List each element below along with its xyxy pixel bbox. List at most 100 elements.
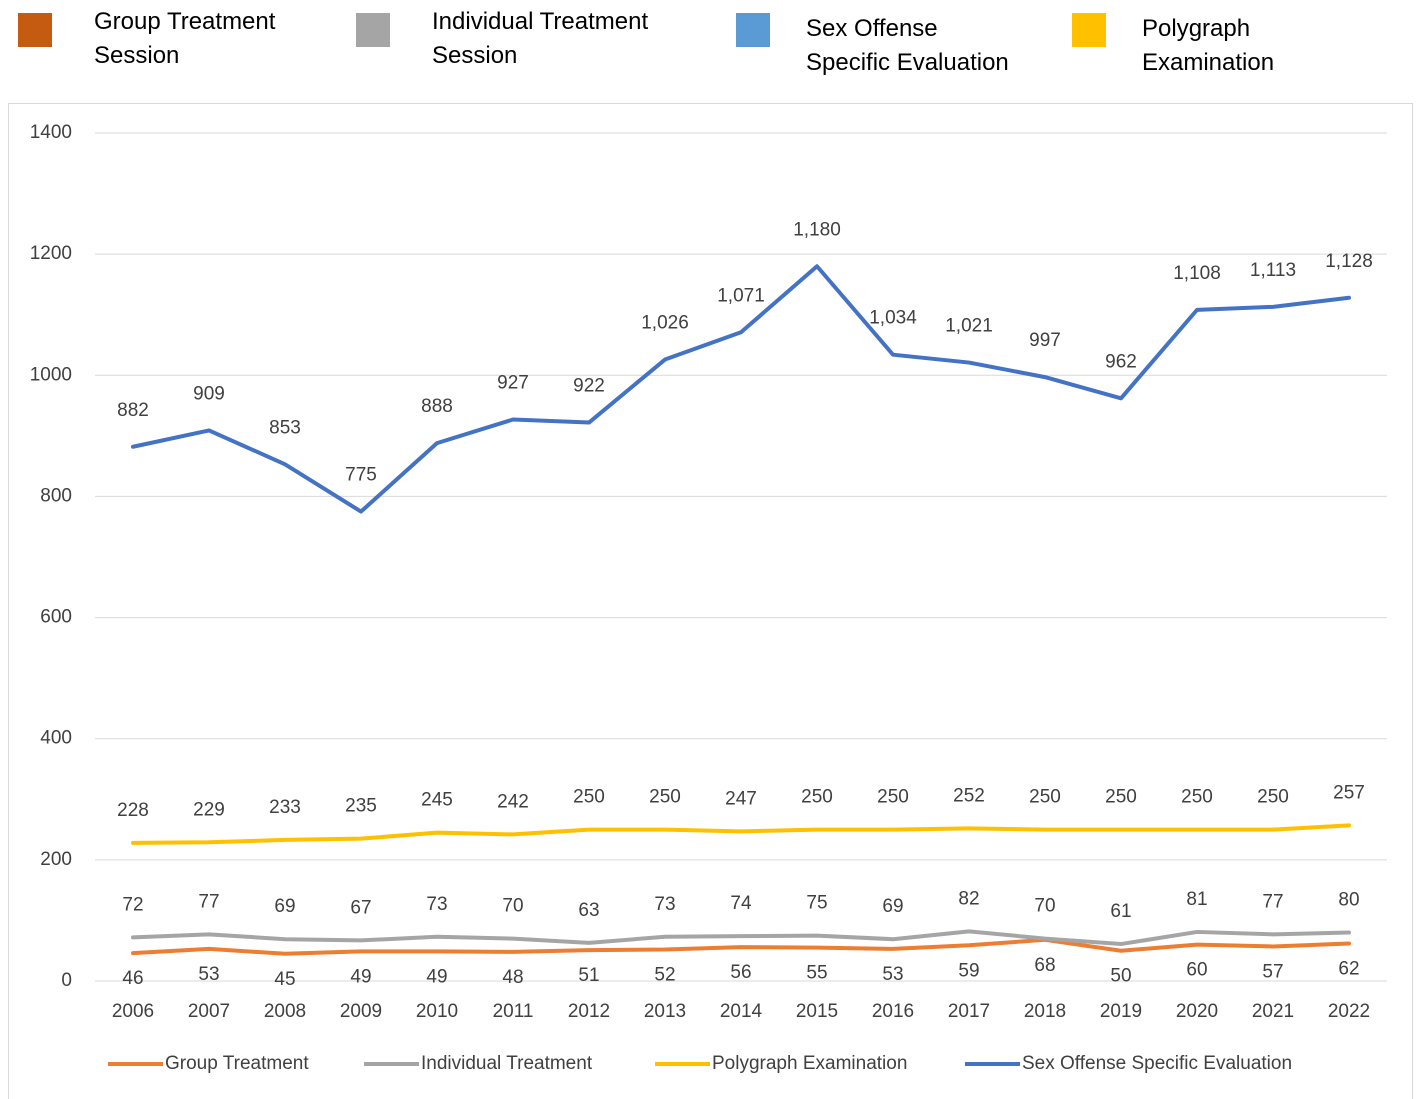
data-label: 56 bbox=[730, 962, 751, 983]
x-tick-label: 2021 bbox=[1252, 1001, 1294, 1022]
chart-frame bbox=[8, 103, 1413, 1099]
data-label: 250 bbox=[1105, 787, 1137, 808]
x-tick-label: 2006 bbox=[112, 1001, 154, 1022]
x-tick-label: 2007 bbox=[188, 1001, 230, 1022]
data-label: 1,026 bbox=[641, 313, 689, 334]
data-label: 250 bbox=[649, 787, 681, 808]
data-label: 50 bbox=[1110, 966, 1131, 987]
x-tick-label: 2020 bbox=[1176, 1001, 1218, 1022]
legend-label: Polygraph Examination bbox=[1142, 15, 1275, 76]
x-tick-label: 2015 bbox=[796, 1001, 838, 1022]
data-label: 49 bbox=[426, 966, 447, 987]
data-label: 61 bbox=[1110, 901, 1131, 922]
data-label: 1,180 bbox=[793, 219, 841, 240]
legend-label: Individual Treatment bbox=[421, 1053, 593, 1074]
legend-label: Individual Treatment Session bbox=[432, 8, 649, 69]
data-label: 80 bbox=[1338, 890, 1359, 911]
data-label: 69 bbox=[882, 896, 903, 917]
data-label: 257 bbox=[1333, 782, 1365, 803]
data-label: 75 bbox=[806, 893, 827, 914]
data-label: 229 bbox=[193, 799, 225, 820]
x-tick-label: 2009 bbox=[340, 1001, 382, 1022]
data-label: 997 bbox=[1029, 330, 1061, 351]
data-label: 775 bbox=[345, 465, 377, 486]
x-tick-label: 2018 bbox=[1024, 1001, 1066, 1022]
data-label: 247 bbox=[725, 788, 757, 809]
data-label: 73 bbox=[654, 894, 675, 915]
series-line bbox=[131, 929, 1351, 947]
data-label: 62 bbox=[1338, 958, 1359, 979]
data-label: 250 bbox=[1029, 787, 1061, 808]
y-tick-label: 1200 bbox=[30, 243, 72, 264]
data-label: 242 bbox=[497, 791, 529, 812]
y-tick-label: 600 bbox=[40, 607, 72, 628]
data-label: 73 bbox=[426, 894, 447, 915]
data-label: 250 bbox=[1181, 787, 1213, 808]
data-label: 888 bbox=[421, 396, 453, 417]
data-label: 60 bbox=[1186, 960, 1207, 981]
data-label: 250 bbox=[573, 787, 605, 808]
legend-swatch bbox=[736, 13, 770, 47]
legend-swatch bbox=[356, 13, 390, 47]
data-label: 52 bbox=[654, 965, 675, 986]
y-tick-label: 200 bbox=[40, 849, 72, 870]
data-label: 45 bbox=[274, 969, 295, 990]
y-tick-label: 1400 bbox=[30, 122, 72, 143]
x-tick-label: 2019 bbox=[1100, 1001, 1142, 1022]
data-label: 72 bbox=[122, 894, 143, 915]
y-tick-label: 1000 bbox=[30, 364, 72, 385]
data-label: 1,113 bbox=[1250, 260, 1296, 281]
data-label: 228 bbox=[117, 800, 149, 821]
data-label: 46 bbox=[122, 968, 143, 989]
data-label: 74 bbox=[730, 893, 752, 914]
legend-label: Polygraph Examination bbox=[712, 1053, 907, 1074]
data-label: 233 bbox=[269, 797, 301, 818]
data-label: 252 bbox=[953, 785, 985, 806]
series-line bbox=[131, 264, 1351, 514]
y-tick-label: 800 bbox=[40, 485, 72, 506]
x-tick-label: 2014 bbox=[720, 1001, 763, 1022]
data-label: 77 bbox=[198, 891, 219, 912]
y-tick-label: 400 bbox=[40, 728, 72, 749]
x-tick-label: 2010 bbox=[416, 1001, 458, 1022]
data-label: 927 bbox=[497, 373, 529, 394]
data-label: 51 bbox=[578, 965, 599, 986]
data-label: 70 bbox=[1034, 896, 1055, 917]
x-tick-label: 2012 bbox=[568, 1001, 610, 1022]
legend-label: Group Treatment Session bbox=[94, 8, 276, 69]
legend-swatch bbox=[18, 13, 52, 47]
data-label: 853 bbox=[269, 417, 301, 438]
data-label: 922 bbox=[573, 376, 605, 397]
series-line bbox=[131, 937, 1351, 956]
data-label: 67 bbox=[350, 897, 371, 918]
data-label: 1,108 bbox=[1173, 263, 1221, 284]
x-tick-label: 2008 bbox=[264, 1001, 306, 1022]
data-label: 48 bbox=[502, 967, 523, 988]
series-line bbox=[131, 823, 1351, 845]
data-label: 250 bbox=[1257, 787, 1289, 808]
legend-swatch bbox=[1072, 13, 1106, 47]
data-label: 1,021 bbox=[945, 316, 993, 337]
data-label: 82 bbox=[958, 888, 979, 909]
data-label: 55 bbox=[806, 963, 827, 984]
data-label: 57 bbox=[1262, 961, 1283, 982]
data-label: 49 bbox=[350, 966, 371, 987]
data-label: 59 bbox=[958, 960, 979, 981]
data-label: 68 bbox=[1034, 955, 1055, 976]
data-label: 245 bbox=[421, 790, 453, 811]
y-tick-label: 0 bbox=[61, 970, 72, 991]
data-label: 1,071 bbox=[717, 285, 765, 306]
x-tick-label: 2016 bbox=[872, 1001, 914, 1022]
data-label: 69 bbox=[274, 896, 295, 917]
data-label: 250 bbox=[801, 787, 833, 808]
data-label: 70 bbox=[502, 896, 523, 917]
x-tick-label: 2022 bbox=[1328, 1001, 1370, 1022]
data-label: 882 bbox=[117, 400, 149, 421]
data-label: 909 bbox=[193, 383, 225, 404]
x-tick-label: 2013 bbox=[644, 1001, 686, 1022]
data-label: 77 bbox=[1262, 891, 1283, 912]
x-tick-label: 2017 bbox=[948, 1001, 990, 1022]
legend-label: Sex Offense Specific Evaluation bbox=[1022, 1053, 1292, 1074]
